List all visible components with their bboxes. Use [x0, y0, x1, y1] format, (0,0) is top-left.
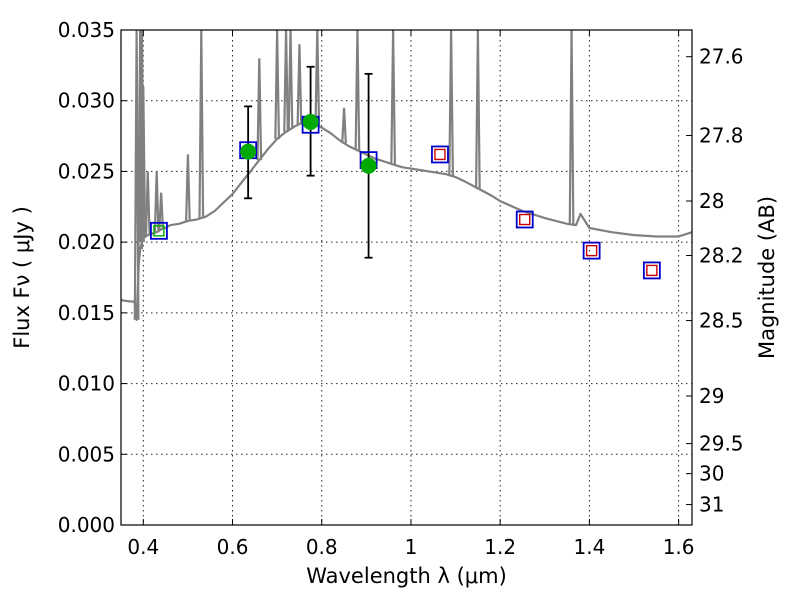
y-tick-label: 0.010 [58, 372, 115, 396]
emission-spike [314, 30, 321, 126]
x-tick-label: 1.6 [663, 535, 695, 559]
y2-axis-label: Magnitude (AB) [755, 196, 779, 359]
upper-limit-marker [519, 213, 531, 226]
x-tick-label: 1 [405, 535, 418, 559]
model-flux-square [431, 145, 449, 164]
y2-tick-label: 27.8 [699, 123, 744, 147]
emission-spike [133, 30, 140, 320]
x-axis-label: Wavelength λ (μm) [306, 564, 507, 588]
y-tick-label: 0.025 [58, 159, 115, 183]
y-tick-label: 0.015 [58, 301, 115, 325]
y2-tick-label: 28.5 [699, 309, 744, 333]
emission-spike [568, 30, 575, 225]
emission-spike [390, 30, 397, 165]
y-axis-label: Flux Fν ( μJy ) [10, 206, 34, 349]
emission-spike [158, 192, 165, 230]
y-tick-label: 0.005 [58, 442, 115, 466]
emission-spike [153, 171, 160, 233]
emission-spike [296, 44, 303, 125]
grid [121, 29, 692, 526]
y2-tick-label: 29.5 [699, 432, 744, 456]
y2-tick-label: 28 [699, 189, 724, 213]
observed-marker-small [153, 225, 165, 237]
observed-flux-point [302, 113, 319, 130]
y-tick-label: 0.030 [58, 89, 115, 113]
x-tick-label: 0.8 [306, 535, 338, 559]
sed-line [121, 120, 692, 321]
y2-tick-label: 31 [699, 493, 724, 517]
clipped-data [121, 30, 692, 321]
emission-spike [144, 171, 151, 236]
y-tick-label: 0.020 [58, 230, 115, 254]
emission-spike [256, 58, 263, 161]
y2-tick-label: 28.2 [699, 244, 744, 268]
model-flux-square [582, 241, 601, 260]
plot-frame [120, 29, 693, 526]
emission-spike [274, 30, 281, 139]
y2-tick-label: 27.6 [699, 45, 744, 69]
x-tick-label: 1.4 [573, 535, 605, 559]
plot-area [121, 30, 692, 321]
emission-spike [287, 30, 294, 130]
emission-spike [354, 30, 361, 151]
x-tick-label: 1.2 [484, 535, 516, 559]
y-tick-label: 0.000 [58, 513, 115, 537]
emission-spike [140, 86, 147, 238]
model-flux-square [515, 210, 534, 229]
y2-tick-label: 29 [699, 384, 724, 408]
emission-spike [185, 154, 191, 221]
model-flux-square [642, 261, 661, 280]
x-tick-label: 0.4 [127, 535, 159, 559]
model-flux-square [150, 221, 168, 240]
upper-limit-marker [646, 264, 658, 277]
y2-tick-label: 30 [699, 462, 724, 486]
observed-flux-point [360, 157, 377, 174]
upper-limit-marker [434, 148, 446, 161]
x-tick-label: 0.6 [217, 535, 249, 559]
emission-spike [448, 30, 454, 176]
emission-spike [198, 30, 205, 219]
emission-spike [341, 107, 347, 144]
axes: 0.4 0.6 0.8 1 1.2 1.4 1.6 0.000 0.005 0.010 0.015 0… [58, 18, 744, 559]
emission-spike [283, 30, 289, 132]
observed-flux-point [240, 143, 257, 160]
upper-limit-marker [585, 244, 598, 257]
emission-spike [474, 30, 481, 189]
y-tick-label: 0.035 [58, 18, 115, 42]
